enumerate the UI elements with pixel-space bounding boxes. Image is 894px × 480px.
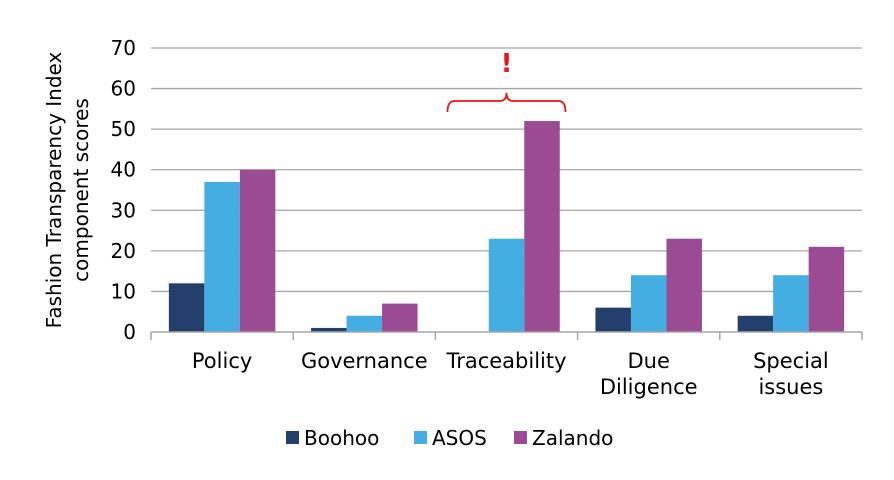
y-tick-label: 10 xyxy=(111,279,136,303)
y-tick-label: 70 xyxy=(111,36,136,60)
bars xyxy=(168,121,845,333)
legend-swatch-asos xyxy=(414,431,427,444)
y-tick-label: 20 xyxy=(111,239,136,263)
x-tick-label: Special issues xyxy=(753,349,829,399)
y-axis-label: Fashion Transparency Index component scor… xyxy=(42,52,93,329)
bar-asos-2 xyxy=(488,238,525,332)
legend-label-boohoo: Boohoo xyxy=(304,426,379,450)
x-tick-label: Due Diligence xyxy=(600,349,698,399)
y-tick-label: 60 xyxy=(111,77,136,101)
annotation: ! xyxy=(446,49,567,113)
bar-zalando-4 xyxy=(808,246,845,332)
bar-boohoo-1 xyxy=(311,327,347,332)
annotation-mark: ! xyxy=(501,49,513,79)
bar-boohoo-3 xyxy=(595,307,631,332)
bar-asos-3 xyxy=(630,275,667,332)
x-tick-label: Policy xyxy=(192,349,252,373)
y-tick-label: 30 xyxy=(111,198,136,222)
bar-boohoo-0 xyxy=(168,283,205,332)
bar-asos-1 xyxy=(346,315,383,332)
y-tick-label: 40 xyxy=(111,158,136,182)
legend-label-zalando: Zalando xyxy=(532,426,613,450)
bar-asos-0 xyxy=(204,181,240,332)
legend: Boohoo ASOS Zalando xyxy=(286,426,613,450)
y-tick-label: 50 xyxy=(111,117,136,141)
legend-swatch-boohoo xyxy=(286,431,299,444)
bar-zalando-1 xyxy=(382,303,418,332)
x-tick-label: Governance xyxy=(301,349,428,373)
bar-asos-4 xyxy=(773,275,809,332)
axes: 0 10 20 30 40 50 60 70 Policy Governance Traceabil… xyxy=(42,36,863,399)
legend-label-asos: ASOS xyxy=(432,426,487,450)
annotation-bracket xyxy=(446,92,567,113)
x-tick-label: Traceability xyxy=(445,349,566,373)
y-tick-label: 0 xyxy=(123,320,136,344)
bar-zalando-2 xyxy=(524,121,560,333)
bar-zalando-3 xyxy=(666,238,702,332)
bar-zalando-0 xyxy=(239,169,276,332)
bar-boohoo-4 xyxy=(737,315,774,332)
legend-swatch-zalando xyxy=(514,431,527,444)
